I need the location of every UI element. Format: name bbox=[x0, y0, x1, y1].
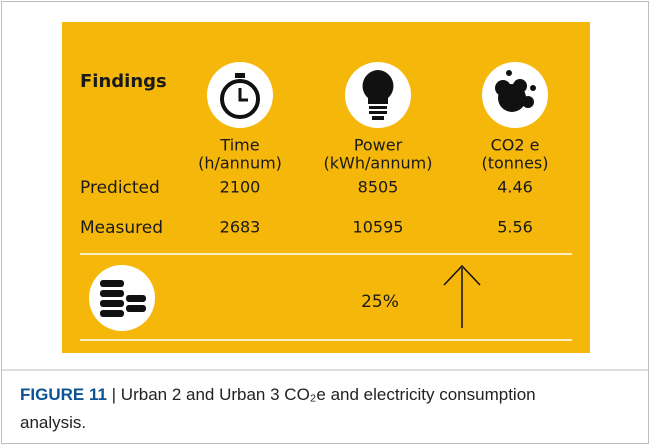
row-label: Measured bbox=[80, 218, 163, 238]
column-header: (tonnes) bbox=[481, 154, 548, 173]
caption-label: FIGURE 11 bbox=[20, 385, 107, 404]
co2-icon bbox=[482, 62, 548, 128]
table-cell: 8505 bbox=[358, 178, 399, 197]
summary-value: 25% bbox=[361, 292, 399, 312]
table-cell: 4.46 bbox=[497, 178, 533, 197]
table-cell: 2100 bbox=[220, 178, 261, 197]
panel-title: Findings bbox=[80, 71, 167, 92]
column-header: (kWh/annum) bbox=[324, 154, 433, 173]
column-header: CO2 e bbox=[491, 136, 540, 155]
row-label: Predicted bbox=[80, 178, 160, 198]
time-icon bbox=[207, 62, 273, 128]
table-cell: 5.56 bbox=[497, 218, 533, 237]
up-arrow bbox=[443, 264, 481, 328]
caption: FIGURE 11 | Urban 2 and Urban 3 CO₂e and… bbox=[20, 381, 605, 437]
column-header: (h/annum) bbox=[198, 154, 282, 173]
power-icon bbox=[345, 62, 411, 128]
column-header: Power bbox=[354, 136, 403, 155]
cost-icon bbox=[89, 265, 155, 331]
table-cell: 2683 bbox=[220, 218, 261, 237]
table-cell: 10595 bbox=[353, 218, 404, 237]
column-header: Time bbox=[219, 136, 259, 155]
caption-text: | Urban 2 and Urban 3 CO₂e and electrici… bbox=[20, 385, 536, 432]
